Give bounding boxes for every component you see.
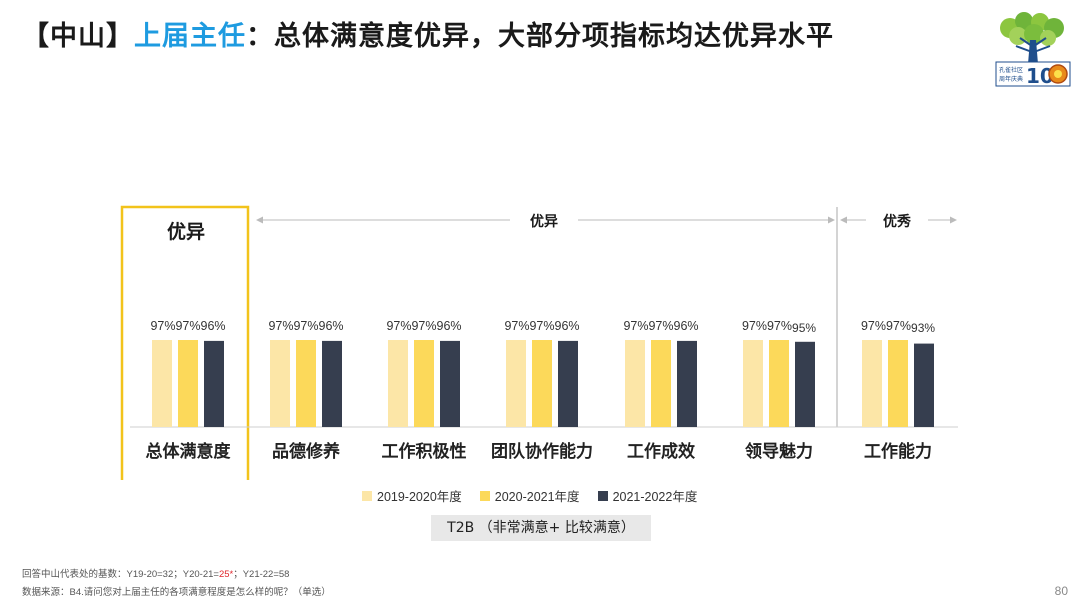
t2b-label: T2B （非常满意+ 比较满意） — [431, 515, 651, 541]
page-title: 【中山】上届主任：总体满意度优异，大部分项指标均达优异水平 — [22, 14, 834, 53]
bar-3-3 — [440, 340, 460, 427]
value-label-1-6: 97% — [742, 319, 767, 333]
bar-2-6 — [769, 340, 789, 427]
bar-1-7 — [862, 340, 882, 427]
value-label-2-6: 97% — [767, 319, 792, 333]
value-label-2-1: 97% — [175, 319, 200, 333]
value-label-3-2: 96% — [319, 319, 344, 333]
value-label-3-4: 96% — [555, 319, 580, 333]
value-labels-1: 97%97%96% — [150, 319, 225, 333]
chart-legend: 2019-2020年度 2020-2021年度 2021-2022年度 — [362, 486, 697, 505]
bar-3-5 — [677, 340, 697, 427]
bar-2-2 — [296, 340, 316, 427]
bar-1-2 — [270, 340, 290, 427]
legend-label-2021: 2021-2022年度 — [612, 490, 698, 504]
bar-3-7 — [914, 343, 934, 427]
footnote-source: 数据来源：B4.请问您对上届主任的各项满意程度是怎么样的呢？（单选） — [22, 587, 331, 598]
value-labels-6: 97%97%95% — [742, 319, 816, 335]
value-label-2-2: 97% — [293, 319, 318, 333]
value-labels-2: 97%97%96% — [268, 319, 343, 333]
bar-1-1 — [152, 340, 172, 427]
value-label-2-4: 97% — [529, 319, 554, 333]
bar-2-4 — [532, 340, 552, 427]
value-labels-3: 97%97%96% — [386, 319, 461, 333]
group-label-highlight: 优异 — [167, 220, 205, 243]
bar-3-4 — [558, 340, 578, 427]
bar-3-2 — [322, 340, 342, 427]
tree-foliage-icon — [1000, 12, 1064, 46]
value-label-1-4: 97% — [504, 319, 529, 333]
bar-3-6 — [795, 341, 815, 427]
value-label-2-7: 97% — [886, 319, 911, 333]
group-arrow-head-excellent-right — [950, 216, 957, 224]
logo-text-1: 孔雀社区 — [999, 66, 1023, 74]
legend-item-2021: 2021-2022年度 — [597, 486, 698, 505]
value-label-1-3: 97% — [386, 319, 411, 333]
value-label-2-3: 97% — [411, 319, 436, 333]
category-label-6: 领导魅力 — [745, 441, 813, 462]
category-label-5: 工作成效 — [627, 441, 695, 462]
legend-swatch-2019 — [362, 490, 372, 501]
bar-1-5 — [625, 340, 645, 427]
group-arrow-head-right — [828, 216, 835, 224]
legend-item-2020: 2020-2021年度 — [479, 486, 580, 505]
footnote-base-prefix: 回答中山代表处的基数：Y19-20=32；Y20-21= — [22, 569, 219, 580]
category-label-2: 品德修养 — [272, 441, 341, 462]
title-region: 【中山】 — [22, 21, 134, 52]
footnote-base-suffix: ；Y21-22=58 — [233, 569, 290, 580]
group-arrow-head-left — [256, 216, 263, 224]
bar-2-7 — [888, 340, 908, 427]
highlight-box — [120, 205, 250, 480]
value-label-1-2: 97% — [268, 319, 293, 333]
value-label-3-1: 96% — [201, 319, 226, 333]
value-label-2-5: 97% — [648, 319, 673, 333]
bar-1-6 — [743, 340, 763, 427]
legend-label-2020: 2020-2021年度 — [494, 490, 580, 504]
legend-swatch-2021 — [597, 490, 608, 501]
logo-text-2: 周年庆典 — [999, 75, 1023, 83]
group-arrow-head-excellent-left — [840, 216, 847, 224]
value-label-1-1: 97% — [150, 319, 175, 333]
category-label-1: 总体满意度 — [146, 441, 232, 462]
category-label-7: 工作能力 — [864, 441, 932, 462]
value-labels-5: 97%97%96% — [623, 319, 698, 333]
value-label-3-7: 93% — [911, 321, 935, 335]
title-role: 上届主任 — [134, 21, 246, 52]
group-label-main: 优异 — [530, 213, 558, 230]
footnote-base: 回答中山代表处的基数：Y19-20=32；Y20-21=25*；Y21-22=5… — [22, 566, 289, 580]
legend-label-2019: 2019-2020年度 — [377, 490, 462, 504]
bar-2-5 — [651, 340, 671, 427]
bar-1-3 — [388, 340, 408, 427]
group-label-excellent: 优秀 — [883, 213, 912, 230]
value-label-3-3: 96% — [437, 319, 462, 333]
value-labels-7: 97%97%93% — [861, 319, 935, 335]
value-label-3-6: 95% — [792, 321, 816, 335]
bar-1-4 — [506, 340, 526, 427]
value-labels-4: 97%97%96% — [504, 319, 579, 333]
page-number: 80 — [1054, 584, 1068, 598]
title-headline: 总体满意度优异，大部分项指标均达优异水平 — [274, 21, 834, 52]
footnote-base-flag: 25* — [218, 569, 234, 580]
value-label-3-5: 96% — [674, 319, 699, 333]
value-label-1-5: 97% — [623, 319, 648, 333]
legend-swatch-2020 — [479, 490, 490, 501]
bar-2-3 — [414, 340, 434, 427]
category-label-4: 团队协作能力 — [491, 441, 593, 462]
legend-item-2019: 2019-2020年度 — [362, 486, 462, 505]
value-label-1-7: 97% — [861, 319, 886, 333]
anniversary-logo: 孔雀社区 周年庆典 10 — [992, 12, 1074, 88]
category-label-3: 工作积极性 — [382, 441, 467, 462]
bar-3-1 — [204, 340, 224, 427]
bar-2-1 — [178, 340, 198, 427]
bar-chart: 优异 优异 优秀97%97%96%总体满意度97%97%96%品德修养97%97%9… — [120, 205, 958, 480]
title-colon: ： — [246, 21, 274, 52]
